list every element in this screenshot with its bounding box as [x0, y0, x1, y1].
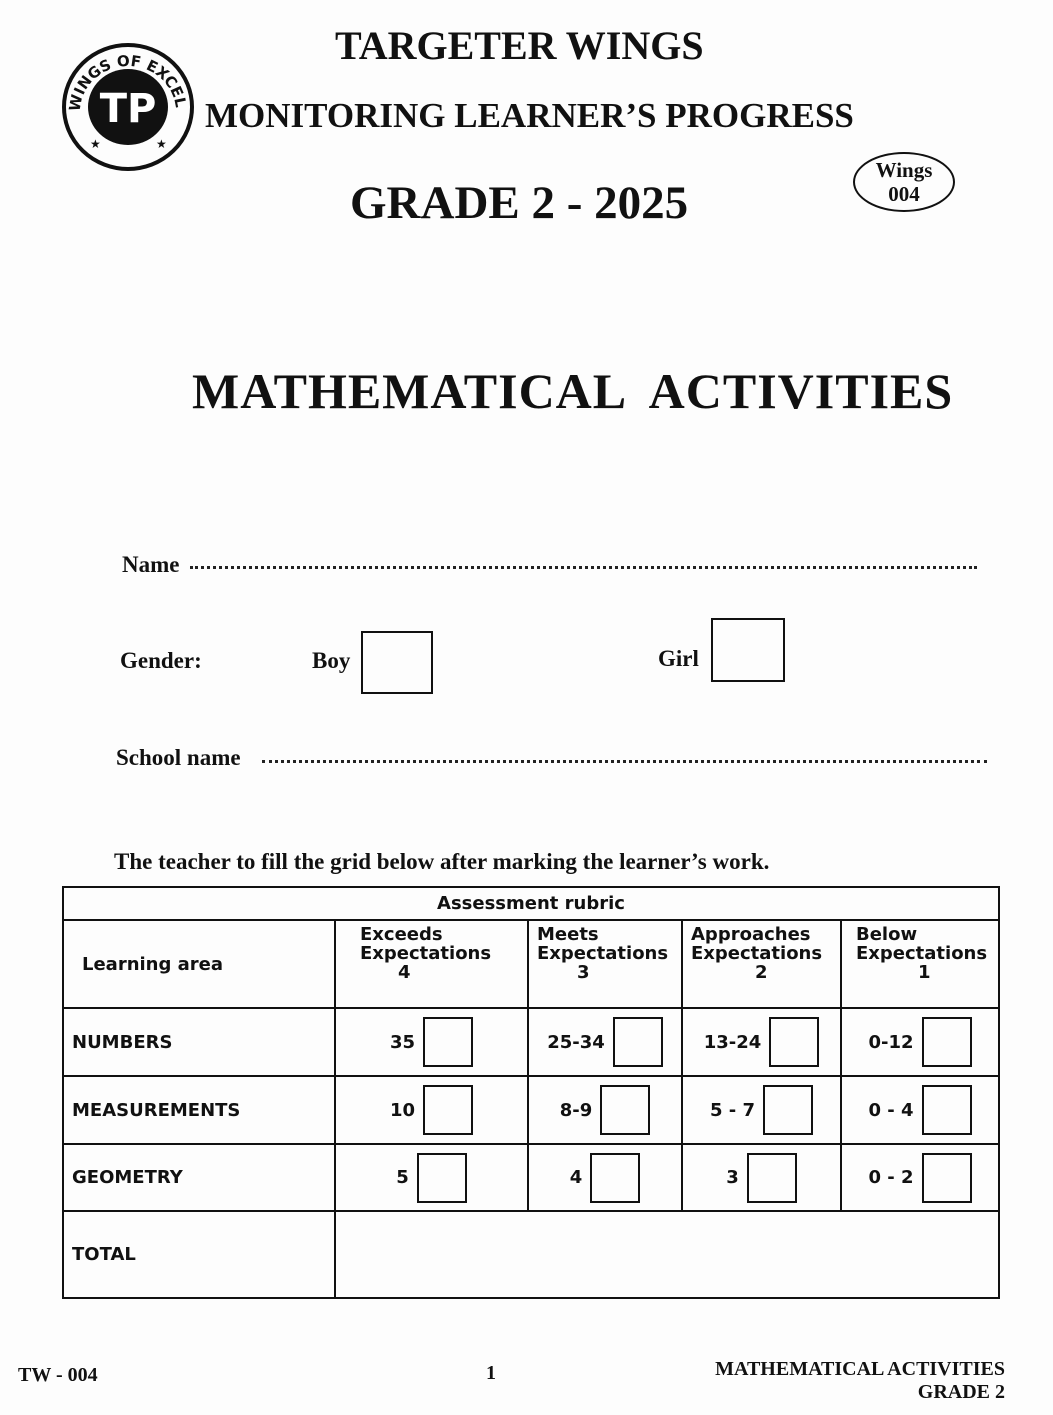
- table-row: GEOMETRY 5 4 3 0 - 2: [62, 1143, 1000, 1212]
- svg-text:★: ★: [90, 137, 101, 151]
- score-cell: 5 - 7: [681, 1075, 842, 1145]
- gender-label: Gender:: [120, 648, 202, 673]
- learning-area: NUMBERS: [62, 1007, 336, 1077]
- score-checkbox[interactable]: [746, 1152, 797, 1203]
- level-header-below: Below Expectations 1: [840, 919, 1000, 1009]
- score-range: 5 - 7: [709, 1099, 756, 1121]
- score-checkbox[interactable]: [600, 1085, 651, 1135]
- boy-label: Boy: [312, 648, 351, 673]
- table-row: NUMBERS 35 25-34 13-24 0-12: [62, 1007, 1000, 1077]
- score-cell: 0 - 2: [840, 1143, 1000, 1212]
- level-score: 4: [398, 962, 411, 983]
- level-name: Expectations: [537, 943, 669, 964]
- level-header-meets: Meets Expectations 3: [527, 919, 683, 1009]
- level-name: Expectations: [856, 943, 988, 964]
- score-cell: 3: [681, 1143, 842, 1212]
- page-number: 1: [486, 1362, 496, 1384]
- level-score: 1: [918, 962, 931, 983]
- score-range: 13-24: [703, 1031, 762, 1053]
- score-checkbox[interactable]: [763, 1085, 814, 1135]
- footer-code: TW - 004: [18, 1364, 98, 1386]
- score-cell: 5: [334, 1143, 529, 1212]
- score-range: 0 - 2: [868, 1167, 914, 1188]
- badge-line1: Wings: [875, 158, 933, 182]
- boy-checkbox[interactable]: [361, 631, 433, 694]
- score-range: 4: [569, 1167, 583, 1188]
- score-range: 8-9: [559, 1099, 593, 1121]
- grade-heading: GRADE 2 - 2025: [350, 177, 689, 229]
- score-cell: 13-24: [681, 1007, 842, 1077]
- org-subtitle: MONITORING LEARNER’S PROGRESS: [205, 96, 854, 135]
- assessment-rubric-table: Assessment rubric Learning area Exceeds E…: [62, 886, 1000, 1299]
- learning-area: GEOMETRY: [62, 1143, 336, 1212]
- score-cell: 0 - 4: [840, 1075, 1000, 1145]
- score-checkbox[interactable]: [769, 1017, 820, 1067]
- school-label: School name: [116, 745, 241, 770]
- total-label: TOTAL: [62, 1210, 336, 1299]
- level-name: Expectations: [691, 943, 823, 964]
- learning-area-header: Learning area: [62, 919, 336, 1009]
- level-name: Below: [856, 924, 918, 945]
- subject-title: MATHEMATICAL ACTIVITIES: [192, 363, 954, 419]
- girl-checkbox[interactable]: [711, 618, 785, 682]
- score-checkbox[interactable]: [921, 1085, 972, 1135]
- score-cell: 35: [334, 1007, 529, 1077]
- level-name: Approaches: [691, 924, 811, 945]
- score-checkbox[interactable]: [612, 1017, 663, 1067]
- score-cell: 10: [334, 1075, 529, 1145]
- score-cell: 4: [527, 1143, 683, 1212]
- score-range: 5: [396, 1167, 409, 1188]
- name-label: Name: [122, 552, 180, 577]
- wings-of-excellence-logo: WINGS OF EXCELLENCE TP ★★: [60, 42, 194, 171]
- name-field[interactable]: [190, 566, 977, 569]
- svg-text:TP: TP: [100, 86, 157, 132]
- level-header-approaches: Approaches Expectations 2: [681, 919, 842, 1009]
- score-range: 0 - 4: [868, 1099, 914, 1121]
- score-checkbox[interactable]: [423, 1085, 474, 1135]
- instruction-text: The teacher to fill the grid below after…: [114, 849, 770, 874]
- level-score: 3: [577, 962, 590, 983]
- learning-area: MEASUREMENTS: [62, 1075, 336, 1145]
- footer-grade: GRADE 2: [917, 1381, 1005, 1403]
- level-name: Expectations: [360, 943, 492, 964]
- score-range: 3: [726, 1167, 739, 1188]
- footer-subject: MATHEMATICAL ACTIVITIES GRADE 2: [715, 1358, 1005, 1404]
- badge-line2: 004: [888, 182, 920, 206]
- school-name-field[interactable]: [262, 760, 987, 763]
- level-name: Meets: [537, 924, 599, 945]
- level-header-exceeds: Exceeds Expectations 4: [334, 919, 529, 1009]
- rubric-title: Assessment rubric: [62, 886, 1000, 921]
- level-name: Exceeds: [360, 924, 443, 945]
- score-range: 0-12: [868, 1031, 914, 1053]
- svg-text:★: ★: [156, 137, 167, 151]
- table-row: MEASUREMENTS 10 8-9 5 - 7 0 - 4: [62, 1075, 1000, 1145]
- score-range: 25-34: [547, 1031, 605, 1053]
- score-checkbox[interactable]: [416, 1152, 467, 1203]
- org-title: TARGETER WINGS: [335, 23, 704, 68]
- footer-subject-text: MATHEMATICAL ACTIVITIES: [715, 1358, 1005, 1380]
- score-checkbox[interactable]: [590, 1152, 641, 1203]
- total-field[interactable]: [334, 1210, 1000, 1299]
- score-cell: 25-34: [527, 1007, 683, 1077]
- series-badge: Wings 004: [853, 152, 955, 212]
- score-cell: 8-9: [527, 1075, 683, 1145]
- score-checkbox[interactable]: [921, 1017, 972, 1067]
- total-row: TOTAL: [62, 1210, 1000, 1299]
- score-checkbox[interactable]: [921, 1152, 972, 1203]
- level-score: 2: [755, 962, 768, 983]
- score-cell: 0-12: [840, 1007, 1000, 1077]
- score-range: 10: [389, 1099, 416, 1121]
- score-range: 35: [389, 1031, 416, 1053]
- girl-label: Girl: [658, 646, 699, 671]
- score-checkbox[interactable]: [423, 1017, 474, 1067]
